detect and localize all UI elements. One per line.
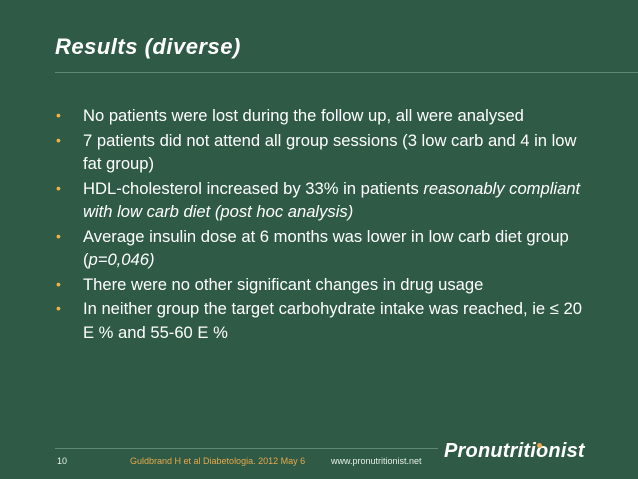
pronutritionist-logo: Pronutritionist <box>444 440 585 463</box>
bullet-list: • No patients were lost during the follo… <box>54 104 584 345</box>
logo-text-b: o <box>536 440 549 462</box>
title-divider <box>55 72 638 73</box>
bullet-item: • Average insulin dose at 6 months was l… <box>54 225 584 272</box>
slide-number: 10 <box>57 456 68 466</box>
bullet-icon: • <box>56 300 61 316</box>
bullet-text-italic: reasonably compliant with low carb diet … <box>83 178 581 222</box>
bullet-text: In neither group the target carbohydrate… <box>83 299 582 342</box>
bullet-text: There were no other significant changes … <box>83 274 484 294</box>
bullet-item: • 7 patients did not attend all group se… <box>54 129 584 176</box>
bullet-item: • In neither group the target carbohydra… <box>54 297 584 344</box>
bullet-text: 7 patients did not attend all group sess… <box>83 130 577 174</box>
bullet-icon: • <box>56 275 61 292</box>
logo-text-a: Pronutriti <box>444 440 536 462</box>
bullet-item: • No patients were lost during the follo… <box>54 104 584 128</box>
footer-divider <box>55 448 438 449</box>
bullet-text: Average insulin dose at 6 months was low… <box>83 226 569 270</box>
bullet-item: • HDL-cholesterol increased by 33% in pa… <box>54 177 584 224</box>
website-link[interactable]: www.pronutritionist.net <box>331 456 422 466</box>
bullet-icon: • <box>56 227 61 244</box>
slide-title: Results (diverse) <box>55 34 241 59</box>
logo-text-c: nist <box>548 440 585 462</box>
bullet-icon: • <box>56 131 61 148</box>
bullet-icon: • <box>56 179 61 196</box>
bullet-text: No patients were lost during the follow … <box>83 106 524 125</box>
bullet-text: HDL-cholesterol increased by 33% in pati… <box>83 178 424 198</box>
bullet-item: • There were no other significant change… <box>54 273 584 297</box>
bullet-icon: • <box>56 107 61 123</box>
bullet-text-italic: p=0,046) <box>88 250 155 269</box>
citation: Guldbrand H et al Diabetologia. 2012 May… <box>130 456 306 466</box>
